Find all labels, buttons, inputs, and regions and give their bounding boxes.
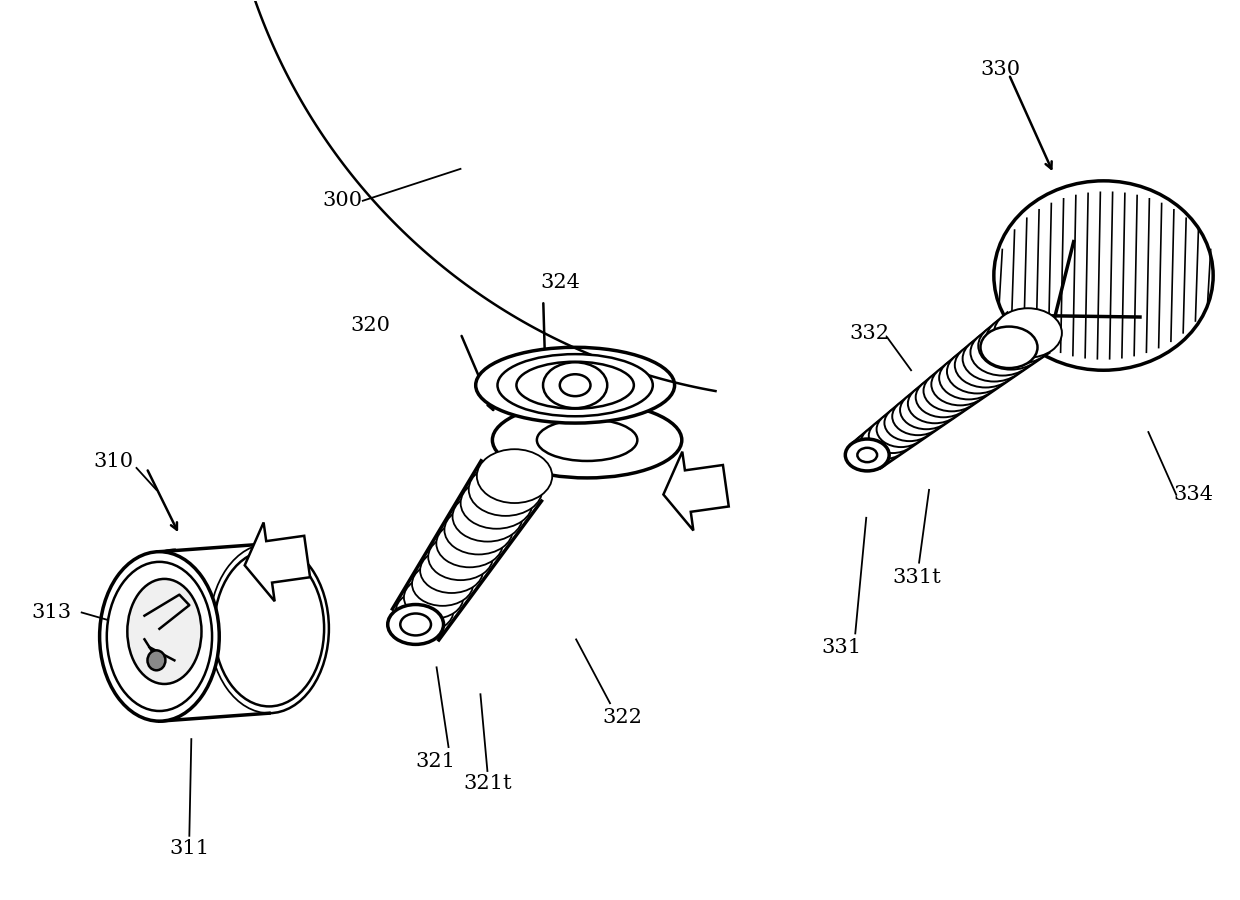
- Ellipse shape: [884, 405, 935, 441]
- Text: 300: 300: [322, 192, 363, 211]
- Ellipse shape: [404, 576, 464, 618]
- Ellipse shape: [453, 491, 522, 542]
- Ellipse shape: [962, 336, 1025, 382]
- Ellipse shape: [436, 520, 502, 567]
- Ellipse shape: [107, 562, 212, 711]
- Ellipse shape: [477, 449, 552, 503]
- Ellipse shape: [497, 354, 652, 417]
- Ellipse shape: [931, 364, 990, 405]
- Ellipse shape: [857, 448, 877, 463]
- Text: 310: 310: [93, 453, 134, 472]
- Ellipse shape: [420, 548, 484, 593]
- Ellipse shape: [444, 506, 512, 554]
- Ellipse shape: [900, 391, 952, 429]
- Text: 320: 320: [351, 316, 391, 335]
- Ellipse shape: [401, 614, 432, 635]
- Ellipse shape: [893, 398, 944, 436]
- Ellipse shape: [516, 362, 634, 409]
- Ellipse shape: [396, 590, 454, 632]
- Ellipse shape: [955, 343, 1017, 388]
- Ellipse shape: [460, 477, 532, 528]
- Text: 331t: 331t: [893, 568, 941, 587]
- Ellipse shape: [908, 384, 962, 423]
- Ellipse shape: [861, 426, 908, 459]
- Ellipse shape: [99, 552, 219, 721]
- Ellipse shape: [924, 370, 980, 411]
- Ellipse shape: [981, 327, 1038, 368]
- Text: 322: 322: [603, 707, 642, 726]
- Ellipse shape: [476, 347, 675, 423]
- Ellipse shape: [412, 562, 474, 606]
- Ellipse shape: [215, 551, 324, 706]
- Ellipse shape: [915, 377, 971, 418]
- Ellipse shape: [939, 356, 998, 400]
- Ellipse shape: [388, 605, 444, 644]
- Ellipse shape: [846, 439, 889, 471]
- Ellipse shape: [148, 651, 165, 670]
- Polygon shape: [244, 523, 310, 601]
- Ellipse shape: [846, 439, 889, 471]
- Text: 324: 324: [541, 273, 580, 292]
- Text: 311: 311: [170, 840, 210, 859]
- Text: 321: 321: [415, 752, 455, 770]
- Ellipse shape: [971, 328, 1034, 375]
- Ellipse shape: [986, 315, 1053, 364]
- Ellipse shape: [543, 363, 608, 408]
- Text: 321t: 321t: [463, 775, 512, 794]
- Ellipse shape: [993, 181, 1213, 370]
- Ellipse shape: [128, 579, 201, 684]
- Text: 331: 331: [821, 638, 862, 657]
- Text: 313: 313: [32, 603, 72, 622]
- Ellipse shape: [559, 374, 590, 396]
- Ellipse shape: [469, 464, 542, 516]
- Ellipse shape: [947, 349, 1007, 393]
- Ellipse shape: [978, 322, 1044, 370]
- Ellipse shape: [869, 418, 916, 453]
- Text: 332: 332: [849, 324, 889, 343]
- Ellipse shape: [388, 605, 444, 644]
- Text: 330: 330: [981, 59, 1021, 78]
- Ellipse shape: [994, 308, 1061, 357]
- Ellipse shape: [428, 534, 494, 580]
- Ellipse shape: [877, 411, 925, 447]
- Text: 334: 334: [1173, 485, 1213, 504]
- Ellipse shape: [853, 432, 898, 465]
- Ellipse shape: [537, 419, 637, 461]
- Polygon shape: [663, 452, 729, 530]
- Ellipse shape: [492, 402, 682, 478]
